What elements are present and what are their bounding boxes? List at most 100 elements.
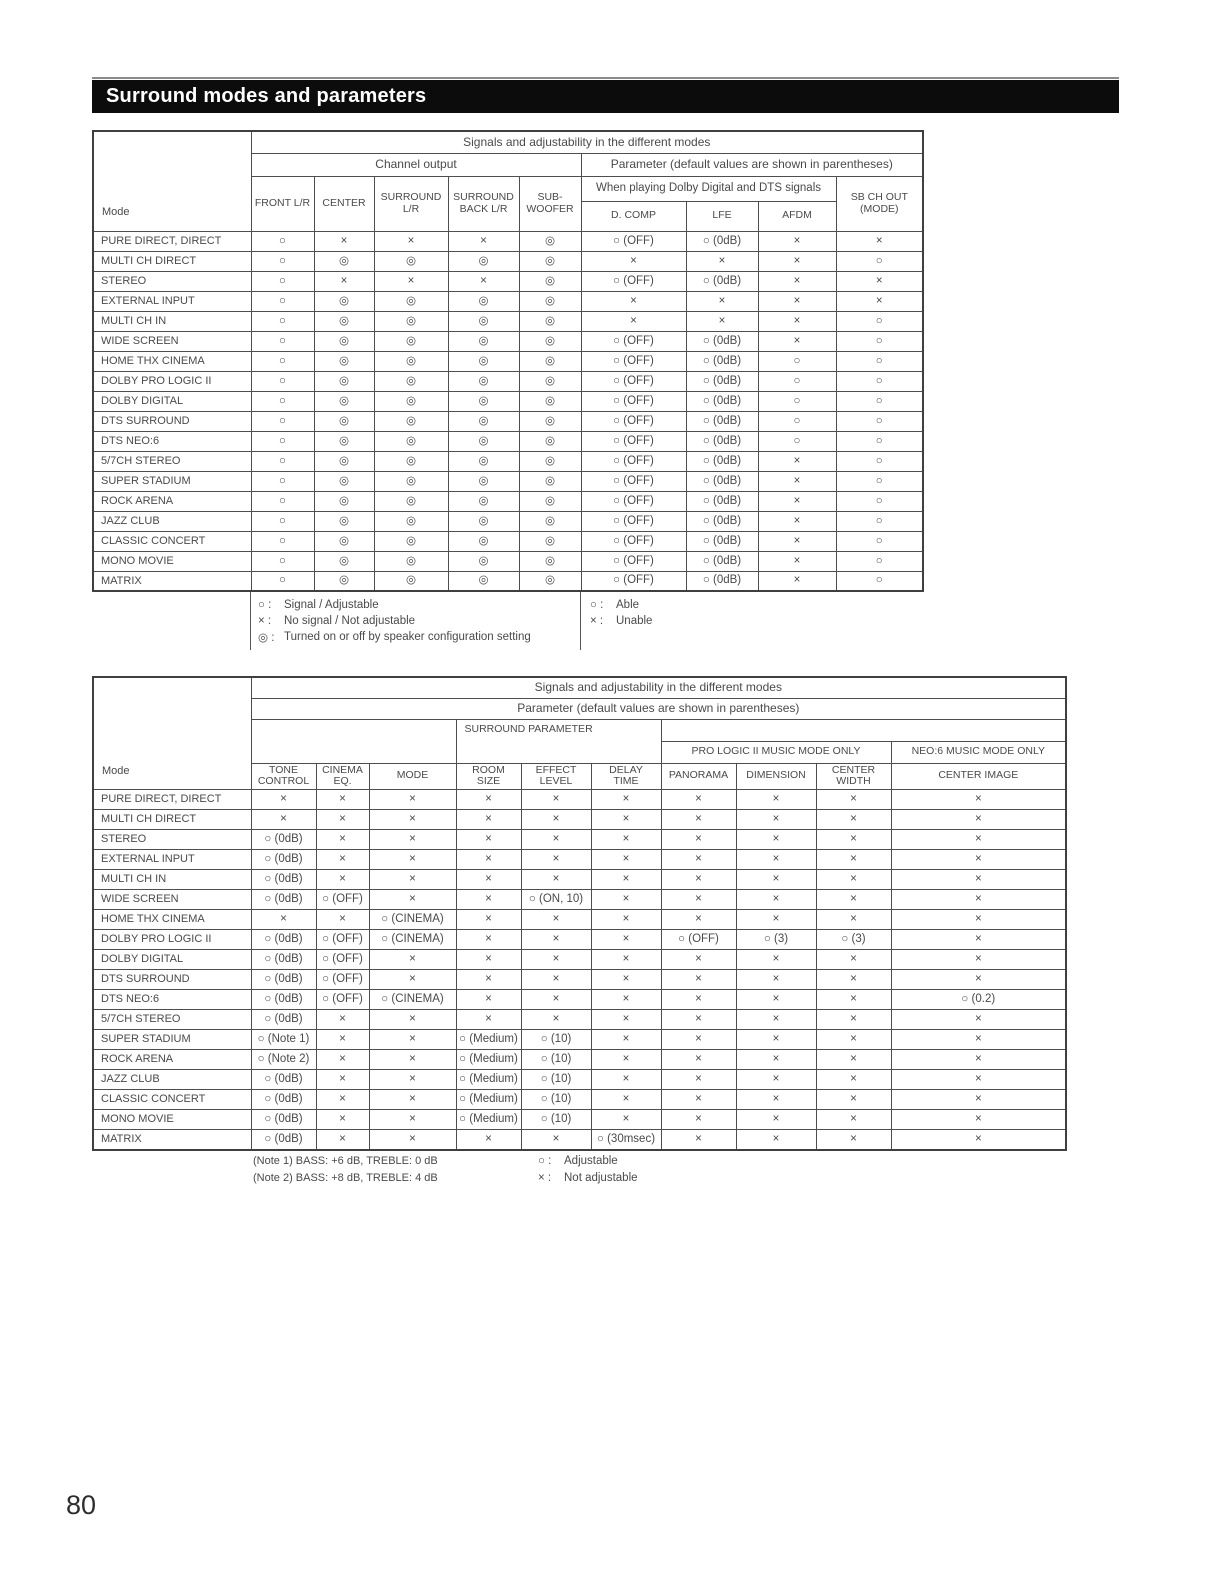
table2-caption: Signals and adjustability in the differe… [250, 676, 1067, 699]
value-cell: ○ [757, 370, 837, 392]
value-cell: ◎ [373, 290, 449, 312]
value-cell: × [735, 989, 817, 1010]
value-cell: ○ [250, 410, 315, 432]
value-cell: × [250, 809, 317, 830]
value-cell: × [815, 909, 892, 930]
value-cell: × [368, 969, 457, 990]
table-row: 5/7CH STEREO ○ ◎ ◎ ◎ ◎ ○ (OFF) ○ (0dB) × ○ [92, 450, 924, 472]
value-cell: ◎ [518, 290, 582, 312]
value-cell: × [455, 809, 522, 830]
value-cell: × [315, 869, 370, 890]
value-cell: ○ (OFF) [580, 570, 687, 592]
value-cell: ○ [250, 510, 315, 532]
legend-text: No signal / Not adjustable [284, 615, 416, 627]
mode-cell: JAZZ CLUB [92, 1069, 252, 1090]
value-cell: ◎ [447, 490, 520, 512]
circle-symbol: ○ : [590, 599, 604, 611]
value-cell: ○ [757, 430, 837, 452]
value-cell: ○ [250, 470, 315, 492]
value-cell: × [735, 1009, 817, 1030]
value-cell: ○ [835, 330, 924, 352]
value-cell: × [660, 1029, 737, 1050]
value-cell: × [590, 889, 662, 910]
value-cell: × [368, 1109, 457, 1130]
value-cell: ○ (OFF) [315, 989, 370, 1010]
value-cell: × [455, 789, 522, 810]
value-cell: × [757, 330, 837, 352]
value-cell: ◎ [518, 510, 582, 532]
value-cell: ○ [835, 410, 924, 432]
value-cell: ○ [250, 430, 315, 452]
table-row: MONO MOVIE ○ (0dB) × × ○ (Medium) ○ (10) × × × × × [92, 1109, 1067, 1130]
legend-leader-line-parameter [580, 592, 581, 650]
double-circle-symbol: ◎ : [258, 632, 275, 644]
value-cell: ○ [250, 370, 315, 392]
mode-cell: MATRIX [92, 570, 252, 592]
value-cell: × [520, 929, 592, 950]
section-title-bar: Surround modes and parameters [92, 80, 1119, 113]
value-cell: × [368, 1129, 457, 1150]
value-cell: × [735, 789, 817, 810]
value-cell: ○ [835, 250, 924, 272]
table1-col-surround: SURROUND L/R [373, 175, 449, 232]
value-cell: × [890, 1089, 1067, 1110]
value-cell: × [315, 1009, 370, 1030]
value-cell: ◎ [518, 270, 582, 292]
mode-cell: WIDE SCREEN [92, 330, 252, 352]
value-cell: ○ [757, 350, 837, 372]
value-cell: × [368, 1049, 457, 1070]
value-cell: ○ (0dB) [685, 270, 759, 292]
table-row: MULTI CH DIRECT ○ ◎ ◎ ◎ ◎ × × × ○ [92, 250, 924, 272]
value-cell: ◎ [313, 490, 375, 512]
value-cell: × [660, 1049, 737, 1070]
value-cell: × [757, 550, 837, 572]
value-cell: ○ (0dB) [685, 510, 759, 532]
value-cell: × [660, 1109, 737, 1130]
value-cell: ◎ [313, 350, 375, 372]
value-cell: × [590, 989, 662, 1010]
value-cell: ○ [250, 530, 315, 552]
value-cell: ◎ [373, 430, 449, 452]
mode-cell: 5/7CH STEREO [92, 450, 252, 472]
table2-col-dimension: DIMENSION [735, 762, 817, 790]
value-cell: × [735, 909, 817, 930]
value-cell: × [735, 1069, 817, 1090]
value-cell: ○ (OFF) [580, 490, 687, 512]
value-cell: ○ [250, 570, 315, 592]
value-cell: ○ (CINEMA) [368, 929, 457, 950]
value-cell: ◎ [518, 450, 582, 472]
value-cell: ○ (CINEMA) [368, 989, 457, 1010]
legend-text: Adjustable [564, 1154, 618, 1167]
value-cell: × [590, 849, 662, 870]
value-cell: ◎ [518, 250, 582, 272]
value-cell: ○ (OFF) [315, 929, 370, 950]
value-cell: ○ (3) [735, 929, 817, 950]
value-cell: × [890, 869, 1067, 890]
value-cell: × [757, 270, 837, 292]
table1-col-subwoofer: SUB- WOOFER [518, 175, 582, 232]
value-cell: × [890, 1129, 1067, 1150]
value-cell: × [890, 789, 1067, 810]
value-cell: × [315, 789, 370, 810]
table-row: WIDE SCREEN ○ (0dB) ○ (OFF) × × ○ (ON, 10) × × ×… [92, 889, 1067, 910]
value-cell: ◎ [447, 570, 520, 592]
value-cell: × [590, 949, 662, 970]
table-row: STEREO ○ × × × ◎ ○ (OFF) ○ (0dB) × × [92, 270, 924, 292]
value-cell: × [735, 869, 817, 890]
table-row: DOLBY PRO LOGIC II ○ (0dB) ○ (OFF) ○ (CINEM… [92, 929, 1067, 950]
value-cell: × [815, 869, 892, 890]
value-cell: ◎ [373, 370, 449, 392]
value-cell: ○ (0dB) [685, 370, 759, 392]
value-cell: ◎ [313, 470, 375, 492]
mode-cell: CLASSIC CONCERT [92, 1089, 252, 1110]
value-cell: × [660, 849, 737, 870]
value-cell: ○ (10) [520, 1109, 592, 1130]
value-cell: × [660, 1089, 737, 1110]
value-cell: × [580, 250, 687, 272]
table-row: 5/7CH STEREO ○ (0dB) × × × × × × × × × [92, 1009, 1067, 1030]
value-cell: × [368, 869, 457, 890]
value-cell: × [590, 909, 662, 930]
table-row: WIDE SCREEN ○ ◎ ◎ ◎ ◎ ○ (OFF) ○ (0dB) × ○ [92, 330, 924, 352]
mode-cell: MATRIX [92, 1129, 252, 1150]
mode-cell: DOLBY DIGITAL [92, 949, 252, 970]
